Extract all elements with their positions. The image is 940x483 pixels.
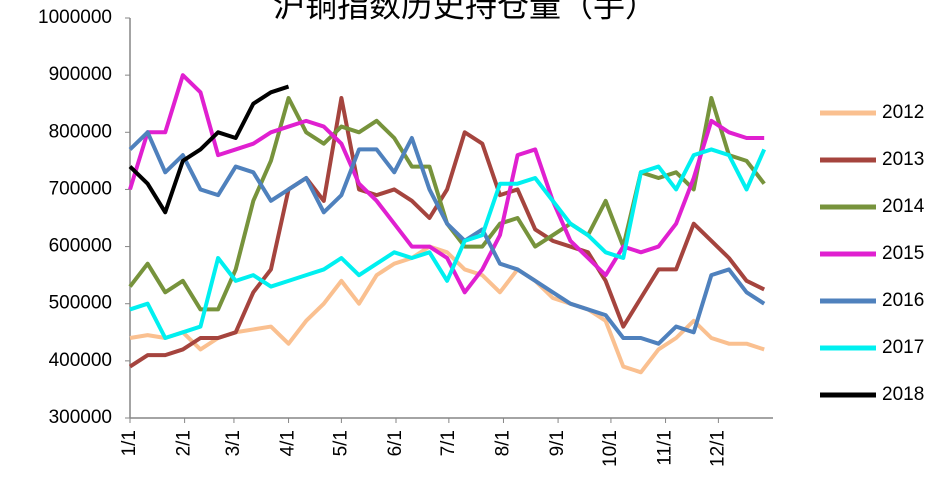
x-tick-label: 2/1 (174, 430, 195, 456)
legend-label: 2017 (882, 337, 924, 358)
x-tick-label: 1/1 (119, 430, 140, 456)
y-tick-label: 500000 (49, 293, 112, 314)
x-tick-label: 9/1 (547, 430, 568, 456)
legend-label: 2015 (882, 243, 924, 264)
x-tick-label: 10/1 (600, 430, 621, 467)
x-tick-label: 4/1 (278, 430, 299, 456)
series-line (128, 73, 765, 295)
x-tick-label: 12/1 (707, 430, 728, 467)
x-tick-label: 6/1 (385, 430, 406, 456)
legend-label: 2012 (882, 102, 924, 123)
legend-label: 2013 (882, 149, 924, 170)
x-tick-label: 3/1 (223, 430, 244, 456)
legend-label: 2014 (882, 196, 925, 217)
y-tick-label: 900000 (49, 64, 112, 85)
legend-label: 2016 (882, 290, 924, 311)
chart-title: 沪铜指数历史持仓量（手） (273, 0, 657, 23)
x-tick-label: 7/1 (438, 430, 459, 456)
series-line (128, 84, 290, 215)
y-tick-label: 300000 (49, 407, 112, 428)
x-tick-label: 11/1 (655, 430, 676, 466)
series-line (128, 130, 766, 346)
x-tick-label: 8/1 (492, 430, 513, 456)
y-tick-label: 600000 (49, 236, 112, 257)
y-tick-label: 800000 (49, 121, 112, 142)
legend-label: 2018 (882, 384, 924, 405)
y-tick-label: 700000 (49, 178, 112, 199)
y-tick-label: 1000000 (38, 7, 112, 28)
x-tick-label: 5/1 (330, 430, 351, 456)
series-line (129, 147, 767, 340)
y-tick-label: 400000 (49, 350, 112, 371)
series-line (128, 96, 766, 369)
